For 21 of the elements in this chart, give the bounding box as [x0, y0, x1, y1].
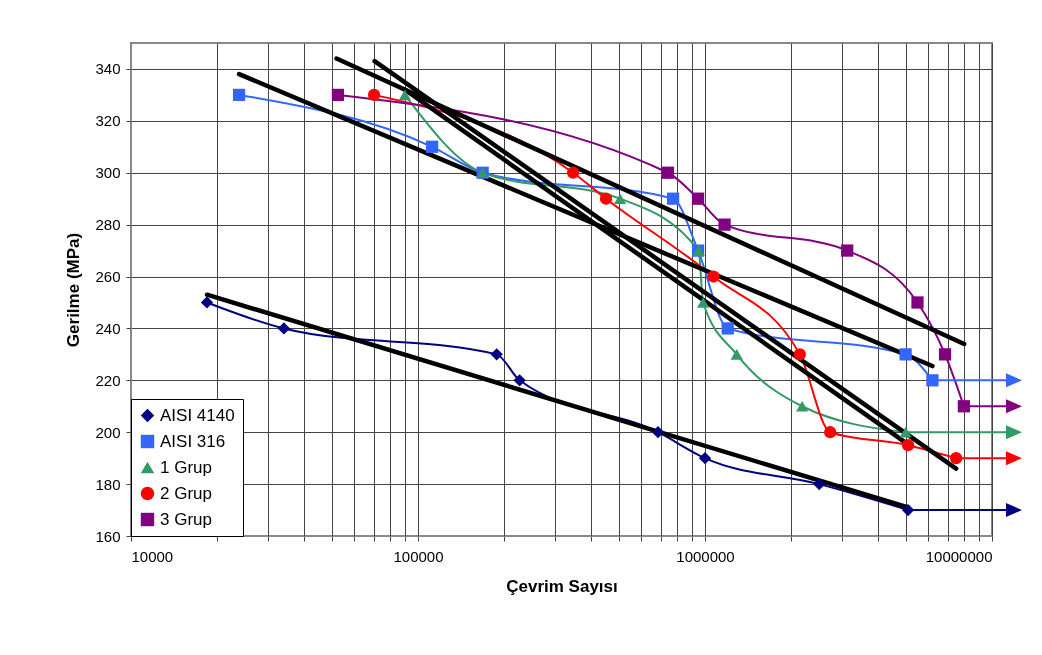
y-tick-label: 320 [95, 112, 121, 130]
y-tick-label: 240 [95, 319, 121, 337]
y-tick-label: 180 [95, 475, 121, 493]
legend-label: 2 Grup [160, 483, 212, 503]
x-tick-label: 1000000 [676, 547, 735, 565]
y-tick-label: 340 [95, 60, 121, 78]
y-tick-label: 220 [95, 371, 121, 389]
y-tick-label: 300 [95, 164, 121, 182]
x-tick-label: 100000 [393, 547, 444, 565]
x-tick-label: 10000 [131, 547, 174, 565]
legend-label: AISI 4140 [160, 405, 235, 425]
legend-label: 1 Grup [160, 457, 212, 477]
y-axis-title: Gerilme (MPa) [64, 232, 84, 348]
legend-label: 3 Grup [160, 509, 212, 529]
y-tick-label: 260 [95, 268, 121, 286]
y-tick-label: 280 [95, 216, 121, 234]
y-tick-label: 160 [95, 527, 121, 545]
y-tick-label: 200 [95, 423, 121, 441]
legend-label: AISI 316 [160, 431, 226, 451]
x-axis-title: Çevrim Sayısı [506, 576, 618, 596]
x-tick-label: 10000000 [925, 547, 993, 565]
